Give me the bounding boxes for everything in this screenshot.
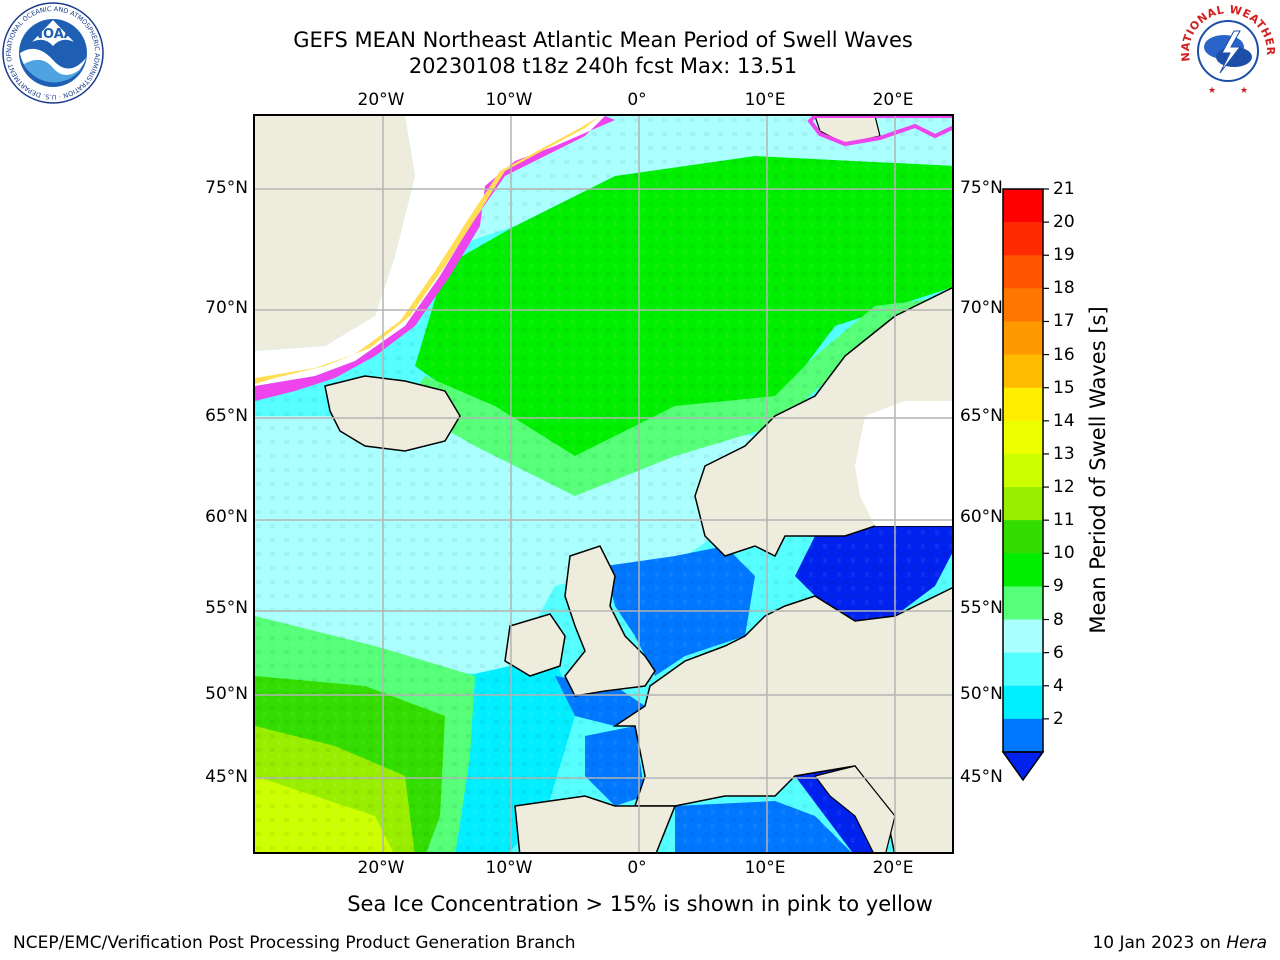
ireland-land [504,613,566,677]
map-panel [253,114,954,854]
graticule [255,116,952,852]
colorbar-segment [1003,420,1043,455]
lat-label-right-75n: 75°N [960,178,1003,198]
noaa-logo: NATIONAL OCEANIC AND ATMOSPHERIC ADMINIS… [2,2,104,104]
colorbar-segment [1003,387,1043,422]
svg-text:NOAA: NOAA [32,27,74,42]
lat-label-left-55n: 55°N [205,598,248,618]
colorbar-tick-label: 10 [1053,543,1075,564]
lon-label-bottom-10w: 10°W [485,858,533,878]
colorbar-tick-label: 2 [1053,708,1064,729]
lat-label-left-65n: 65°N [205,406,248,426]
great-britain-land [564,545,656,697]
colorbar-segment [1003,354,1043,389]
lat-label-right-45n: 45°N [960,767,1003,787]
sweden-finland-white [855,401,952,526]
greenland-land [255,116,415,351]
colorbar-segment [1003,321,1043,356]
colorbar-tick-label: 8 [1053,609,1064,630]
lat-label-left-45n: 45°N [205,767,248,787]
colorbar-tick-label: 9 [1053,576,1064,597]
colorbar-segments [1003,189,1043,753]
colorbar-tick-label: 4 [1053,675,1064,696]
date-text: 10 Jan 2023 on Hera [1092,933,1267,953]
colorbar-tick-label: 18 [1053,278,1075,299]
lat-label-right-50n: 50°N [960,684,1003,704]
lat-label-right-65n: 65°N [960,406,1003,426]
lon-label-bottom-20w: 20°W [357,858,405,878]
colorbar-outline [1002,188,1044,753]
svalbard-ice [807,116,952,147]
colorbar-tick-label: 19 [1053,245,1075,266]
colorbar-under-triangle [1001,751,1045,782]
lat-label-right-60n: 60°N [960,507,1003,527]
lat-label-left-60n: 60°N [205,507,248,527]
colorbar-segment [1003,718,1043,753]
colorbar-tick-label: 17 [1053,311,1075,332]
iberia-land [514,795,677,852]
colorbar [1001,188,1049,782]
lat-label-left-50n: 50°N [205,684,248,704]
lon-label-top-10e: 10°E [744,90,786,110]
lon-label-top-20e: 20°E [872,90,914,110]
colorbar-tick-label: 16 [1053,344,1075,365]
chart-subtitle: 20230108 t18z 240h fcst Max: 13.51 [408,54,798,78]
lat-label-left-75n: 75°N [205,178,248,198]
greenland-ice-white [255,116,605,386]
colorbar-segment [1003,586,1043,621]
sea-ice-note: Sea Ice Concentration > 15% is shown in … [347,892,933,916]
colorbar-tick-label: 13 [1053,443,1075,464]
credit-text: NCEP/EMC/Verification Post Processing Pr… [13,933,576,953]
machine-name: Hera [1226,933,1267,953]
colorbar-tick-label: 6 [1053,642,1064,663]
lon-label-top-10w: 10°W [485,90,533,110]
colorbar-tick-label: 12 [1053,477,1075,498]
lon-label-top-0: 0° [627,90,647,110]
lon-label-bottom-20e: 20°E [872,858,914,878]
lon-label-bottom-10e: 10°E [744,858,786,878]
colorbar-tick-label: 14 [1053,410,1075,431]
colorbar-segment [1003,255,1043,289]
italy-land [813,765,896,852]
colorbar-segment [1003,288,1043,322]
lat-label-right-55n: 55°N [960,598,1003,618]
iceland-land [324,375,461,452]
colorbar-segment [1003,520,1043,554]
colorbar-segment [1003,453,1043,488]
nws-logo: NATIONAL WEATHER SERVICE ★ ★ [1178,1,1277,99]
lon-label-bottom-0: 0° [627,858,647,878]
chart-title: GEFS MEAN Northeast Atlantic Mean Period… [293,28,913,52]
lat-label-right-70n: 70°N [960,298,1003,318]
colorbar-title: Mean Period of Swell Waves [s] [1086,306,1110,634]
swell-period-map [255,116,952,852]
colorbar-segment [1003,222,1043,256]
colorbar-tick-label: 21 [1053,179,1075,199]
lat-label-left-70n: 70°N [205,298,248,318]
svg-text:★: ★ [1240,86,1248,96]
colorbar-segment [1003,487,1043,521]
colorbar-tick-label: 20 [1053,212,1075,233]
colorbar-segment [1003,652,1043,687]
colorbar-tick-label: 11 [1053,510,1075,531]
lon-label-top-20w: 20°W [357,90,405,110]
colorbar-tick-label: 15 [1053,377,1075,398]
colorbar-segment [1003,553,1043,587]
colorbar-segment [1003,189,1043,223]
colorbar-segment [1003,685,1043,720]
colorbar-segment [1003,619,1043,654]
svg-text:★: ★ [1208,86,1216,96]
